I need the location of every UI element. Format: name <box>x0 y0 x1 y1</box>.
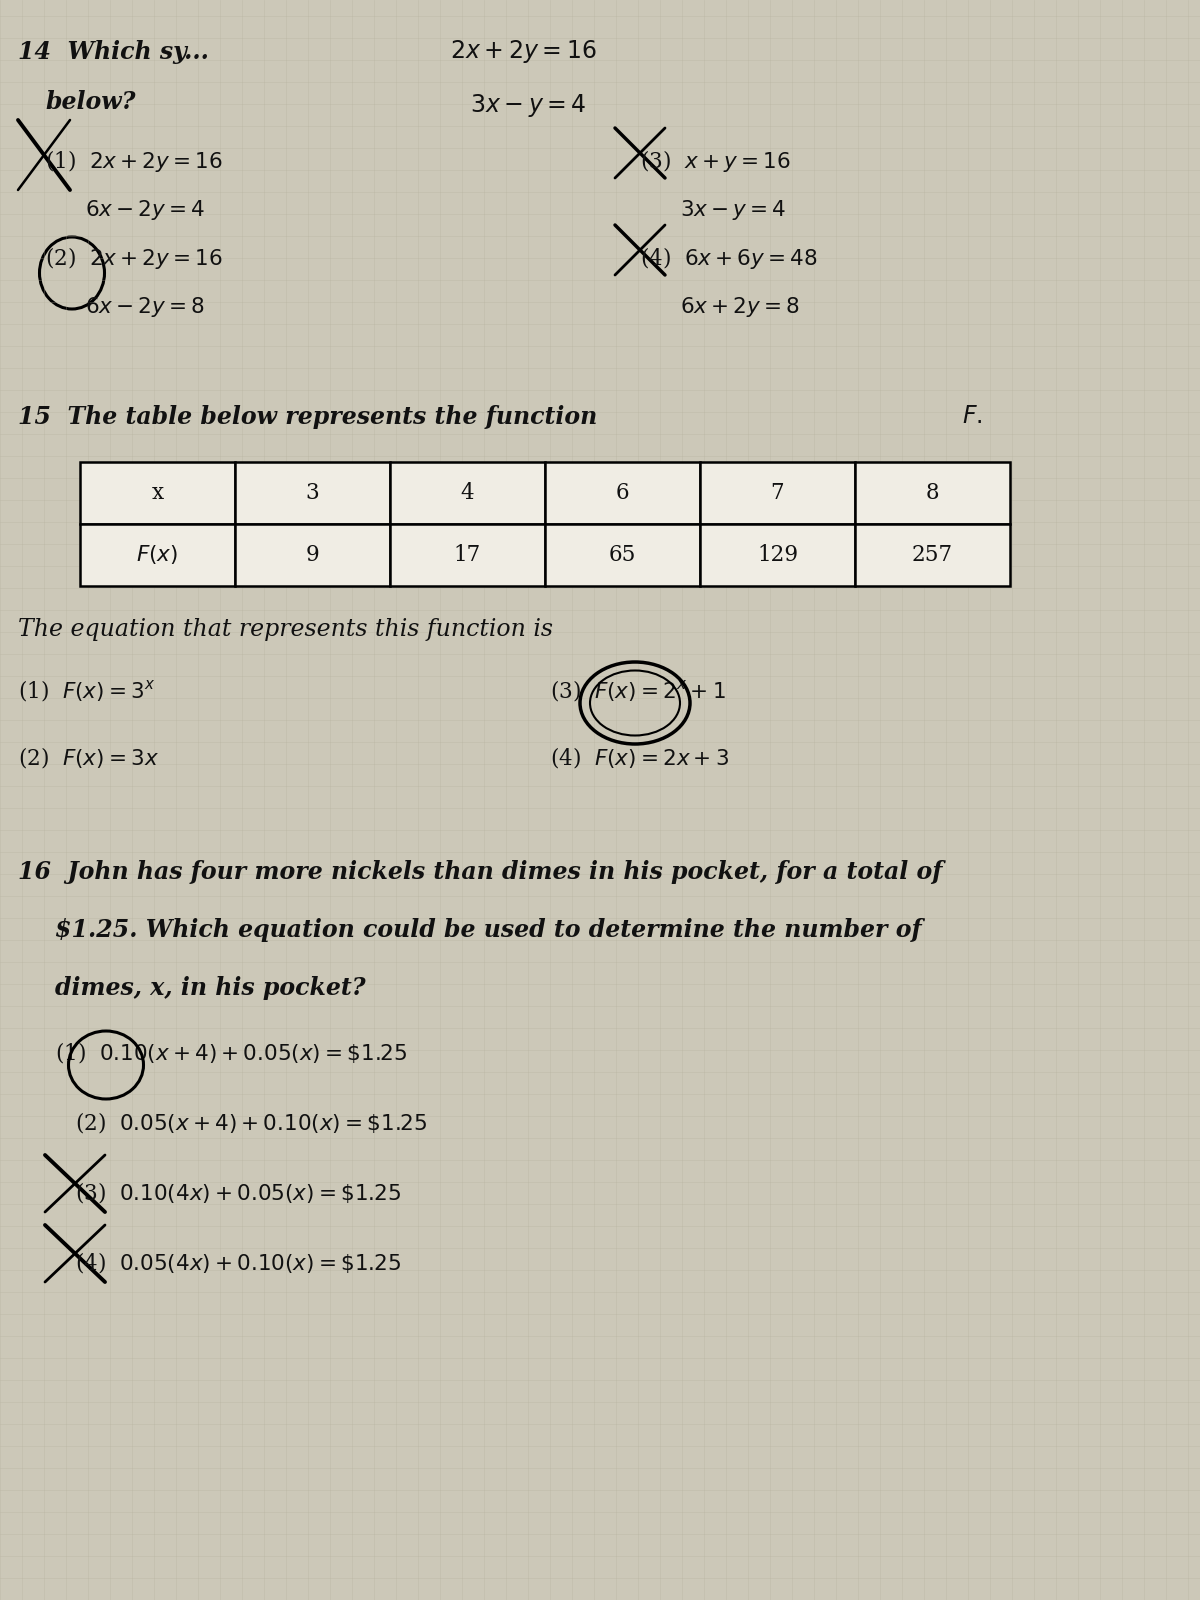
Text: 14  Which sy...: 14 Which sy... <box>18 40 209 64</box>
Text: dimes, x, in his pocket?: dimes, x, in his pocket? <box>55 976 366 1000</box>
Text: 16  John has four more nickels than dimes in his pocket, for a total of: 16 John has four more nickels than dimes… <box>18 861 942 883</box>
Text: (3)  $F(x) = 2^x + 1$: (3) $F(x) = 2^x + 1$ <box>550 678 726 702</box>
Bar <box>856 523 1010 586</box>
Text: (4)  $0.05(4x) + 0.10(x) = \$1.25$: (4) $0.05(4x) + 0.10(x) = \$1.25$ <box>74 1250 401 1275</box>
Text: below?: below? <box>46 90 136 114</box>
Text: 65: 65 <box>608 544 636 566</box>
Text: $6x - 2y = 4$: $6x - 2y = 4$ <box>85 198 205 222</box>
Text: (1)  $2x + 2y = 16$: (1) $2x + 2y = 16$ <box>46 149 223 174</box>
Text: 6: 6 <box>616 482 629 504</box>
Text: 8: 8 <box>925 482 940 504</box>
Bar <box>700 523 854 586</box>
Text: (4)  $6x + 6y = 48$: (4) $6x + 6y = 48$ <box>640 245 817 270</box>
Bar <box>235 523 390 586</box>
Text: 4: 4 <box>461 482 474 504</box>
Text: $6x + 2y = 8$: $6x + 2y = 8$ <box>680 294 800 318</box>
Text: 7: 7 <box>770 482 785 504</box>
Text: 17: 17 <box>454 544 481 566</box>
Bar <box>80 523 235 586</box>
Text: (2)  $F(x) = 3x$: (2) $F(x) = 3x$ <box>18 746 158 770</box>
Text: $F.$: $F.$ <box>962 405 983 427</box>
Bar <box>80 462 235 523</box>
Text: (2)  $0.05(x + 4) + 0.10(x) = \$1.25$: (2) $0.05(x + 4) + 0.10(x) = \$1.25$ <box>74 1110 427 1134</box>
Text: (3)  $x + y = 16$: (3) $x + y = 16$ <box>640 149 791 174</box>
Bar <box>390 523 545 586</box>
Bar <box>700 462 854 523</box>
Text: $6x - 2y = 8$: $6x - 2y = 8$ <box>85 294 205 318</box>
Text: $3x - y = 4$: $3x - y = 4$ <box>470 91 587 118</box>
Text: (1)  $F(x) = 3^x$: (1) $F(x) = 3^x$ <box>18 678 155 702</box>
Text: 3: 3 <box>306 482 319 504</box>
Text: $2x + 2y = 16$: $2x + 2y = 16$ <box>450 38 596 66</box>
Bar <box>390 462 545 523</box>
Bar <box>235 462 390 523</box>
Text: 129: 129 <box>757 544 798 566</box>
Text: (4)  $F(x) = 2x + 3$: (4) $F(x) = 2x + 3$ <box>550 746 730 770</box>
Text: $1.25. Which equation could be used to determine the number of: $1.25. Which equation could be used to d… <box>55 918 922 942</box>
Text: 15  The table below represents the function: 15 The table below represents the functi… <box>18 405 606 429</box>
Text: The equation that represents this function is: The equation that represents this functi… <box>18 618 553 642</box>
Text: x: x <box>151 482 163 504</box>
Text: $3x - y = 4$: $3x - y = 4$ <box>680 198 786 222</box>
Text: (1)  $0.10(x + 4) + 0.05(x) = \$1.25$: (1) $0.10(x + 4) + 0.05(x) = \$1.25$ <box>55 1040 407 1066</box>
Bar <box>545 462 700 523</box>
Text: 257: 257 <box>912 544 953 566</box>
Bar <box>545 523 700 586</box>
Bar <box>856 462 1010 523</box>
Text: (2)  $2x + 2y = 16$: (2) $2x + 2y = 16$ <box>46 245 223 270</box>
Text: $F(x)$: $F(x)$ <box>137 544 179 566</box>
Text: 9: 9 <box>306 544 319 566</box>
Text: (3)  $0.10(4x) + 0.05(x) = \$1.25$: (3) $0.10(4x) + 0.05(x) = \$1.25$ <box>74 1181 401 1205</box>
